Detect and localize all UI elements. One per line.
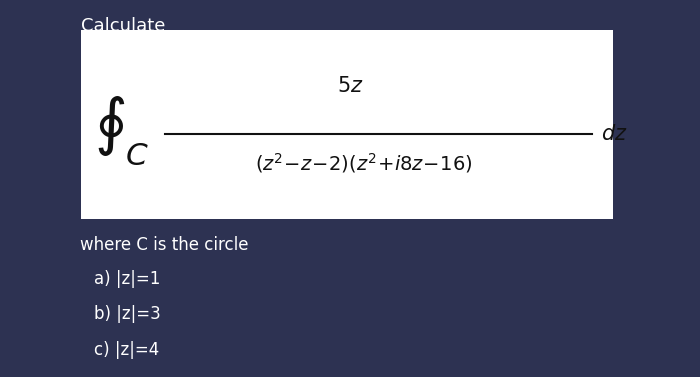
Text: c) |z|=4: c) |z|=4 [94,341,160,359]
Text: $5z$: $5z$ [337,76,363,96]
FancyBboxPatch shape [80,30,612,219]
Text: b) |z|=3: b) |z|=3 [94,305,161,323]
Text: where C is the circle: where C is the circle [80,236,249,254]
Text: $dz$: $dz$ [601,124,627,144]
Text: $(z^2\!-\!z\!-\!2)(z^2\!+\!i8z\!-\!16)$: $(z^2\!-\!z\!-\!2)(z^2\!+\!i8z\!-\!16)$ [256,151,472,175]
Text: a) |z|=1: a) |z|=1 [94,270,161,288]
Text: $\oint_C$: $\oint_C$ [94,93,150,167]
Text: Calculate: Calculate [80,17,165,35]
